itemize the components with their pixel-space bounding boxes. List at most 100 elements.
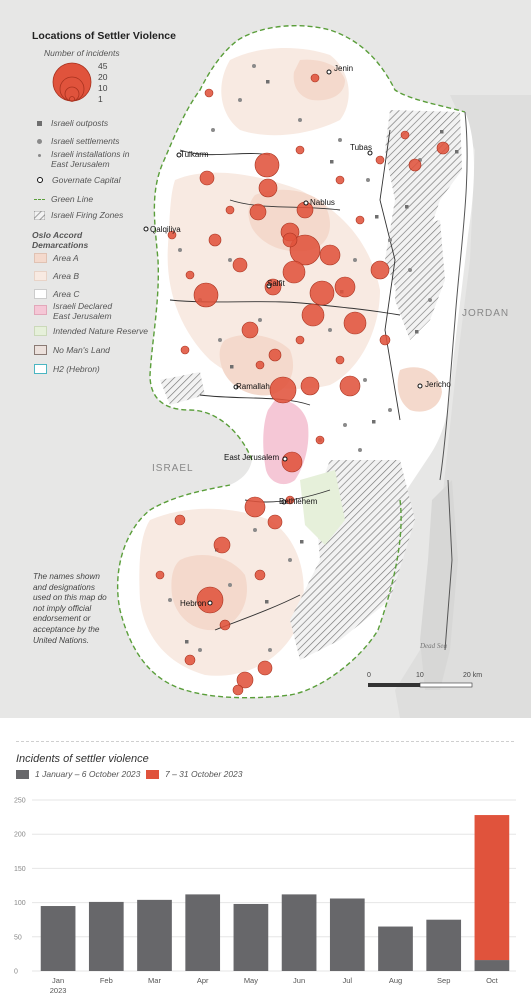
place-nablus: Nablus [310, 198, 335, 207]
place-qalqiliya: Qalqiliya [150, 225, 181, 234]
legend-area-c: Area C [34, 289, 79, 299]
legend-capital-label: Governate Capital [52, 175, 121, 185]
nature-reserve-area [300, 470, 345, 545]
legend-east-jerusalem-label: Israeli Declared East Jerusalem [53, 301, 113, 321]
y-tick-label: 0 [14, 969, 18, 976]
y-tick-label: 50 [14, 934, 22, 941]
area-a-jenin [293, 59, 345, 101]
x-tick-label: Jun [293, 976, 305, 985]
bar-feb-series-0 [88, 901, 124, 971]
x-tick-label: Aug [389, 976, 402, 985]
bar-mar-series-0 [137, 899, 172, 971]
legend-area-c-label: Area C [53, 289, 80, 299]
bar-aug-series-0 [378, 926, 413, 971]
legend-east-jerusalem: Israeli Declared East Jerusalem [34, 301, 123, 321]
place-east-jerusalem: East Jerusalem [224, 453, 280, 462]
legend-green-line: Green Line [34, 194, 93, 204]
place-salfit: Salfit [267, 279, 285, 288]
bar-apr-series-0 [185, 894, 221, 971]
legend-area-a-label: Area A [53, 253, 79, 263]
green-line [116, 25, 466, 699]
place-ramallah: Ramallah [236, 382, 270, 391]
bar-oct-series-0 [474, 960, 510, 971]
x-tick-label: Sep [437, 976, 450, 985]
firing-zone-east [395, 220, 445, 340]
legend-installations: Israeli installations in East Jerusalem [34, 149, 141, 169]
governorate-boundaries [169, 129, 401, 631]
legend-h2: H2 (Hebron) [34, 364, 100, 374]
bubble-scale-10: 10 [98, 83, 108, 93]
dead-sea-shape [420, 480, 458, 690]
east-jerusalem-swatch [34, 305, 47, 315]
west-bank-map [116, 25, 531, 718]
legend-capital: Governate Capital [34, 175, 121, 185]
small-dot-marker-icon [38, 154, 41, 157]
legend-green-line-label: Green Line [51, 194, 94, 204]
place-bethlehem: Bethlehem [279, 497, 318, 506]
section-divider [16, 741, 514, 742]
bar-jun-series-0 [281, 894, 317, 971]
legend-nature-reserve: Intended Nature Reserve [34, 326, 148, 336]
place-tulkarm: Tulkarm [180, 150, 209, 159]
place-tubas: Tubas [350, 143, 372, 152]
no-mans-land-swatch [34, 345, 47, 355]
legend-firing-zones: Israeli Firing Zones [34, 210, 123, 220]
scale-end: 20 km [463, 672, 483, 679]
before-swatch [16, 769, 29, 779]
ring-marker-icon [37, 177, 43, 183]
dead-sea-label: Dead Sea [420, 642, 448, 650]
place-hebron: Hebron [180, 599, 207, 608]
legend-settlements: Israeli settlements [34, 136, 120, 146]
bar-sep-series-0 [426, 919, 462, 971]
after-swatch [146, 769, 159, 779]
x-tick-label: Oct [486, 976, 499, 985]
firing-zone-small [160, 372, 205, 405]
area-c-swatch [34, 289, 47, 299]
h2-swatch [34, 364, 47, 374]
incident-bubbles [155, 73, 450, 696]
jordan-river [439, 111, 468, 651]
area-a-jericho [397, 367, 442, 412]
legend-outposts-label: Israeli outposts [51, 118, 109, 128]
square-marker-icon [37, 120, 42, 126]
y-tick-label: 200 [14, 832, 26, 839]
bubble-scale-1: 1 [98, 94, 103, 104]
scale-bar [368, 682, 473, 688]
legend-h2-label: H2 (Hebron) [53, 364, 100, 374]
map-disclaimer: The names shown and designations used on… [33, 572, 107, 645]
area-a-swatch [34, 253, 47, 263]
hatched-area-icon [34, 210, 45, 220]
incidents-scale-label: Number of incidents [44, 48, 120, 58]
chart-legend-before: 1 January – 6 October 2023 [16, 769, 140, 779]
year-label: 2023 [50, 986, 67, 995]
y-tick-label: 100 [14, 900, 26, 907]
bar-jul-series-0 [329, 898, 365, 971]
x-tick-label: Jul [343, 976, 353, 985]
legend-settlements-label: Israeli settlements [51, 136, 120, 146]
x-tick-label: May [244, 976, 258, 985]
bubble-scale-20: 20 [98, 72, 108, 82]
x-tick-label: Jan [52, 976, 64, 985]
oslo-heading: Oslo Accord Demarcations [32, 230, 89, 250]
bar-may-series-0 [233, 903, 269, 971]
x-tick-label: Apr [197, 976, 209, 985]
map-panel: Locations of Settler Violence Number of … [0, 0, 531, 718]
legend-area-b-label: Area B [53, 271, 79, 281]
capital-markers [143, 69, 423, 606]
legend-installations-label: Israeli installations in East Jerusalem [51, 149, 130, 169]
x-tick-label: Mar [148, 976, 161, 985]
jordan-region [395, 95, 531, 718]
y-tick-label: 250 [14, 798, 26, 805]
legend-no-mans-land: No Man's Land [34, 345, 110, 355]
dashed-green-line-icon [34, 198, 45, 200]
legend-area-b: Area B [34, 271, 79, 281]
chart-title: Incidents of settler violence [16, 753, 149, 765]
area-b-swatch [34, 271, 47, 281]
legend-no-mans-land-label: No Man's Land [53, 345, 110, 355]
bar-jan-series-0 [40, 906, 76, 971]
bubble-scale-icon [52, 62, 92, 102]
y-tick-label: 150 [14, 866, 26, 873]
nature-reserve-swatch [34, 326, 47, 336]
place-jericho: Jericho [425, 380, 451, 389]
